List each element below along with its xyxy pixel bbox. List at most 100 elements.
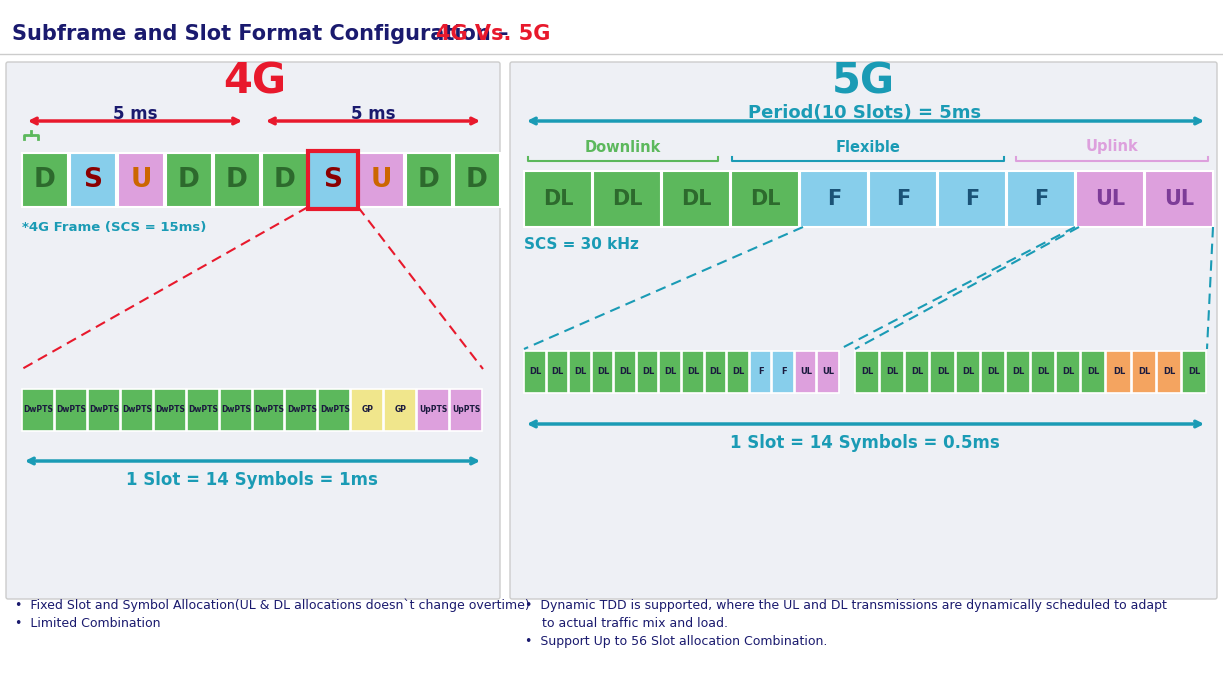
Text: DwPTS: DwPTS xyxy=(89,406,120,415)
FancyBboxPatch shape xyxy=(905,351,929,393)
Text: DL: DL xyxy=(530,367,542,376)
FancyBboxPatch shape xyxy=(817,351,839,393)
Text: to actual traffic mix and load.: to actual traffic mix and load. xyxy=(542,617,728,630)
Text: •  Dynamic TDD is supported, where the UL and DL transmissions are dynamically s: • Dynamic TDD is supported, where the UL… xyxy=(525,599,1167,612)
Text: D: D xyxy=(34,167,56,193)
Text: F: F xyxy=(780,367,786,376)
Text: DL: DL xyxy=(681,189,712,209)
Text: 4G: 4G xyxy=(224,60,286,102)
Text: DwPTS: DwPTS xyxy=(56,406,87,415)
Text: Downlink: Downlink xyxy=(585,139,662,154)
FancyBboxPatch shape xyxy=(417,389,449,431)
Text: DL: DL xyxy=(733,367,745,376)
FancyBboxPatch shape xyxy=(318,389,350,431)
FancyBboxPatch shape xyxy=(308,151,358,209)
Text: D: D xyxy=(179,167,199,193)
FancyBboxPatch shape xyxy=(1181,351,1206,393)
Text: UL: UL xyxy=(1095,189,1125,209)
FancyBboxPatch shape xyxy=(1145,171,1213,227)
FancyBboxPatch shape xyxy=(593,171,660,227)
FancyBboxPatch shape xyxy=(800,171,868,227)
Text: DL: DL xyxy=(552,367,564,376)
Text: DL: DL xyxy=(987,367,999,376)
FancyBboxPatch shape xyxy=(881,351,904,393)
Text: SCS = 30 kHz: SCS = 30 kHz xyxy=(523,237,638,252)
Text: 5 ms: 5 ms xyxy=(351,105,395,123)
FancyBboxPatch shape xyxy=(637,351,658,393)
FancyBboxPatch shape xyxy=(1031,351,1055,393)
Text: DL: DL xyxy=(887,367,899,376)
Text: D: D xyxy=(226,167,248,193)
FancyBboxPatch shape xyxy=(252,389,285,431)
FancyBboxPatch shape xyxy=(1157,351,1181,393)
Text: UpPTS: UpPTS xyxy=(453,406,481,415)
FancyBboxPatch shape xyxy=(406,153,453,207)
FancyBboxPatch shape xyxy=(154,389,186,431)
Text: DL: DL xyxy=(543,189,574,209)
FancyBboxPatch shape xyxy=(454,153,500,207)
FancyBboxPatch shape xyxy=(1007,171,1075,227)
FancyBboxPatch shape xyxy=(1081,351,1106,393)
Text: Period(10 Slots) = 5ms: Period(10 Slots) = 5ms xyxy=(748,104,982,122)
Text: F: F xyxy=(1033,189,1048,209)
Text: DL: DL xyxy=(750,189,780,209)
FancyBboxPatch shape xyxy=(262,153,308,207)
FancyBboxPatch shape xyxy=(1131,351,1156,393)
FancyBboxPatch shape xyxy=(870,171,937,227)
FancyBboxPatch shape xyxy=(981,351,1005,393)
FancyBboxPatch shape xyxy=(523,171,592,227)
FancyBboxPatch shape xyxy=(6,62,500,599)
FancyBboxPatch shape xyxy=(166,153,212,207)
Text: 5G: 5G xyxy=(832,60,894,102)
Text: DL: DL xyxy=(597,367,609,376)
Text: UL: UL xyxy=(1164,189,1194,209)
Text: F: F xyxy=(758,367,764,376)
Text: DwPTS: DwPTS xyxy=(287,406,317,415)
Text: DwPTS: DwPTS xyxy=(155,406,185,415)
Text: 1 Slot = 14 Symbols = 1ms: 1 Slot = 14 Symbols = 1ms xyxy=(126,471,378,489)
Text: F: F xyxy=(965,189,980,209)
FancyBboxPatch shape xyxy=(70,153,116,207)
Text: DL: DL xyxy=(911,367,925,376)
Text: DwPTS: DwPTS xyxy=(221,406,251,415)
FancyBboxPatch shape xyxy=(731,171,799,227)
FancyBboxPatch shape xyxy=(1107,351,1130,393)
Text: F: F xyxy=(896,189,910,209)
FancyBboxPatch shape xyxy=(547,351,569,393)
Text: DwPTS: DwPTS xyxy=(320,406,350,415)
FancyBboxPatch shape xyxy=(938,171,1007,227)
Text: DL: DL xyxy=(1113,367,1125,376)
FancyBboxPatch shape xyxy=(22,389,54,431)
Text: Uplink: Uplink xyxy=(1086,139,1139,154)
Text: DL: DL xyxy=(937,367,949,376)
Text: UL: UL xyxy=(823,367,835,376)
FancyBboxPatch shape xyxy=(187,389,219,431)
Text: DL: DL xyxy=(861,367,873,376)
Text: DL: DL xyxy=(1013,367,1025,376)
FancyBboxPatch shape xyxy=(750,351,772,393)
FancyBboxPatch shape xyxy=(117,153,164,207)
FancyBboxPatch shape xyxy=(220,389,252,431)
Text: DL: DL xyxy=(1139,367,1151,376)
Text: 4G Vs. 5G: 4G Vs. 5G xyxy=(437,24,550,44)
Text: DL: DL xyxy=(1063,367,1075,376)
Text: D: D xyxy=(466,167,488,193)
FancyBboxPatch shape xyxy=(855,351,879,393)
Text: DL: DL xyxy=(642,367,654,376)
FancyBboxPatch shape xyxy=(55,389,87,431)
Text: DwPTS: DwPTS xyxy=(23,406,54,415)
Text: Flexible: Flexible xyxy=(835,139,900,154)
FancyBboxPatch shape xyxy=(384,389,416,431)
FancyBboxPatch shape xyxy=(214,153,260,207)
FancyBboxPatch shape xyxy=(1005,351,1030,393)
Text: GP: GP xyxy=(395,406,407,415)
Text: DL: DL xyxy=(1037,367,1049,376)
Text: DL: DL xyxy=(687,367,700,376)
FancyBboxPatch shape xyxy=(662,171,730,227)
Text: DL: DL xyxy=(1163,367,1175,376)
Text: DL: DL xyxy=(612,189,642,209)
Text: DL: DL xyxy=(664,367,676,376)
FancyBboxPatch shape xyxy=(659,351,681,393)
Text: •  Fixed Slot and Symbol Allocation(UL & DL allocations doesn`t change overtime): • Fixed Slot and Symbol Allocation(UL & … xyxy=(15,599,530,613)
FancyBboxPatch shape xyxy=(955,351,980,393)
